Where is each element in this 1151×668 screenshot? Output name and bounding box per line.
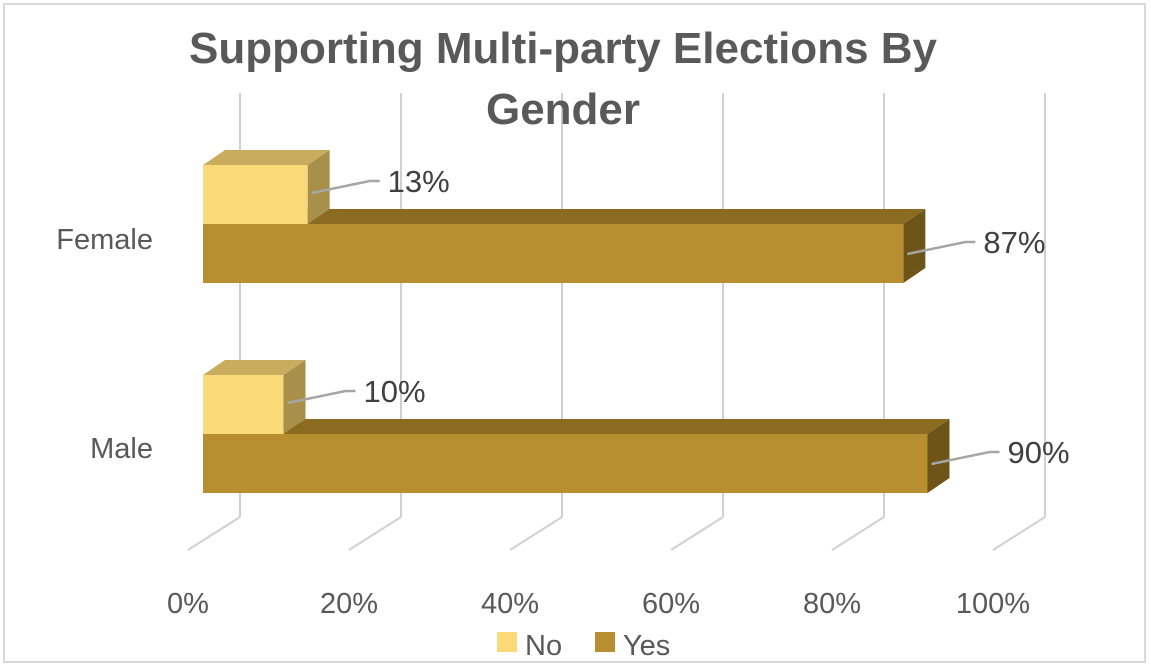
x-tick-label: 60% <box>642 588 700 620</box>
bar-no-male-side <box>283 360 306 434</box>
bar-no-female <box>203 150 330 224</box>
bar-no-male <box>203 360 306 434</box>
bar-yes-male-side <box>927 419 950 493</box>
legend-swatch-yes <box>595 632 615 652</box>
x-tick-label: 20% <box>320 588 378 620</box>
bar-yes-male <box>203 419 950 493</box>
bar-yes-female-front <box>203 224 904 283</box>
x-tick-label: 0% <box>167 588 209 620</box>
bar-no-male-front <box>203 375 284 434</box>
x-tick-label: 100% <box>956 588 1030 620</box>
data-label-no-male-leader <box>287 389 356 405</box>
bars <box>203 150 950 493</box>
gridline-floor <box>992 516 1046 551</box>
bar-yes-female-top <box>203 209 926 224</box>
data-label-yes-female-leader <box>907 240 976 256</box>
data-label-yes-male-leader <box>931 450 1000 466</box>
chart-frame <box>3 3 1146 663</box>
data-label-no-female-leader <box>311 179 380 195</box>
data-label-yes-male: 90% <box>1008 435 1070 470</box>
bar-yes-female <box>203 209 926 283</box>
legend-swatch-no <box>497 632 517 652</box>
data-labels: 13% 87% 10% 90% <box>287 164 1070 470</box>
gridline-floor <box>670 516 724 551</box>
bar-no-female-top <box>203 150 330 165</box>
legend-label-yes: Yes <box>623 630 670 662</box>
bar-yes-male-top <box>203 419 950 434</box>
bar-no-female-front <box>203 165 308 224</box>
bar-yes-female-side <box>903 209 926 283</box>
gridline-floor <box>348 516 402 551</box>
gridline-floor <box>509 516 563 551</box>
bar-no-female-side <box>307 150 330 224</box>
x-tick-label: 80% <box>803 588 861 620</box>
data-label-yes-female: 87% <box>983 225 1045 260</box>
gridline-floor <box>831 516 885 551</box>
legend: No Yes <box>497 630 670 662</box>
bar-yes-male-front <box>203 434 928 493</box>
chart-title-line-1: Supporting Multi-party Elections By <box>189 24 938 73</box>
gridline-floor <box>187 516 241 551</box>
category-label-female: Female <box>56 224 153 256</box>
legend-label-no: No <box>525 630 562 662</box>
category-label-male: Male <box>90 433 153 465</box>
x-axis-tick-labels: 0% 20% 40% 60% 80% 100% <box>167 588 1030 620</box>
data-label-no-male: 10% <box>364 374 426 409</box>
x-tick-label: 40% <box>481 588 539 620</box>
bar-no-male-top <box>203 360 306 375</box>
data-label-no-female: 13% <box>388 164 450 199</box>
chart-title-line-2: Gender <box>486 85 640 134</box>
